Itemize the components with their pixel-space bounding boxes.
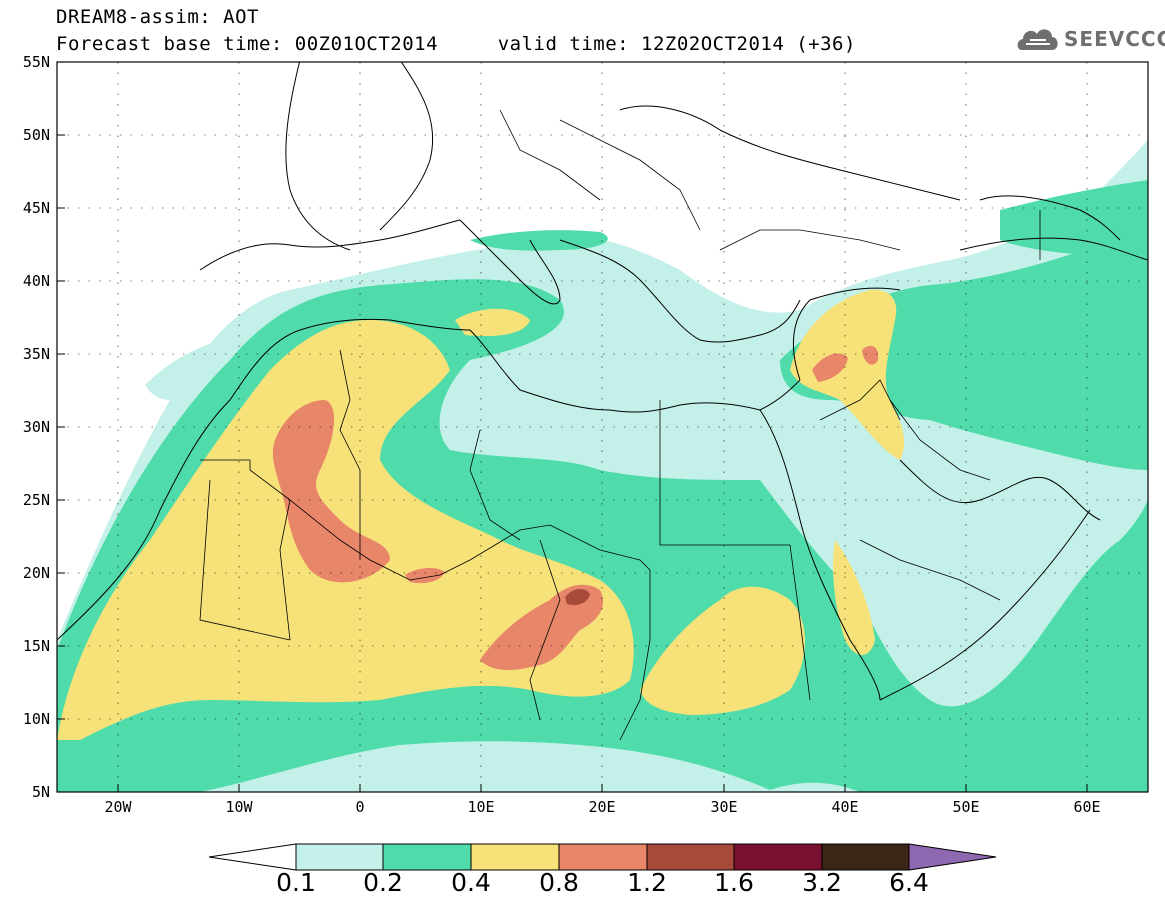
colorbar-segment (208, 843, 297, 871)
lat-label: 35N (23, 345, 50, 363)
colorbar-segment (382, 843, 472, 871)
lon-label: 60E (1073, 798, 1100, 816)
aot-contour-0.8 (272, 345, 879, 670)
lon-label: 20E (588, 798, 615, 816)
cloud-icon (1017, 29, 1058, 50)
colorbar-label: 0.1 (276, 868, 316, 897)
lon-label: 30E (710, 798, 737, 816)
colorbar-label: 1.2 (627, 868, 667, 897)
colorbar-segment (821, 843, 910, 871)
colorbar-label: 0.2 (363, 868, 403, 897)
lon-label: 10E (467, 798, 494, 816)
map-subtitle: Forecast base time: 00Z01OCT2014 valid t… (56, 33, 856, 55)
lat-label: 20N (23, 564, 50, 582)
colorbar-segment (733, 843, 823, 871)
colorbar-label: 3.2 (802, 868, 842, 897)
lat-label: 15N (23, 637, 50, 655)
lon-label: 50E (952, 798, 979, 816)
country-borders (199, 109, 1041, 741)
colorbar-segment (470, 843, 560, 871)
colorbar-label: 0.4 (451, 868, 491, 897)
tick-marks (57, 134, 1088, 792)
lat-label: 50N (23, 126, 50, 144)
lat-label: 55N (23, 53, 50, 71)
colorbar-segment (908, 843, 997, 871)
colorbar-segment (558, 843, 648, 871)
lat-label: 30N (23, 418, 50, 436)
coastlines (57, 62, 1148, 701)
colorbar-label: 0.8 (539, 868, 579, 897)
colorbar-label: 6.4 (889, 868, 929, 897)
lat-label: 5N (32, 783, 50, 801)
lon-label: 20W (104, 798, 132, 816)
colorbar-segment (295, 843, 384, 871)
map-title: DREAM8-assim: AOT (56, 6, 259, 28)
lat-label: 40N (23, 272, 50, 290)
lon-label: 40E (831, 798, 858, 816)
colorbar-label: 1.6 (714, 868, 754, 897)
colorbar-segment (646, 843, 735, 871)
lat-label: 25N (23, 491, 50, 509)
logo-text: SEEVCCC (1064, 27, 1165, 51)
colorbar (208, 843, 997, 871)
aot-contour-1.2 (565, 588, 590, 606)
lat-label: 10N (23, 710, 50, 728)
lat-label: 45N (23, 199, 50, 217)
lon-label: 10W (225, 798, 253, 816)
lon-label: 0 (355, 798, 364, 816)
